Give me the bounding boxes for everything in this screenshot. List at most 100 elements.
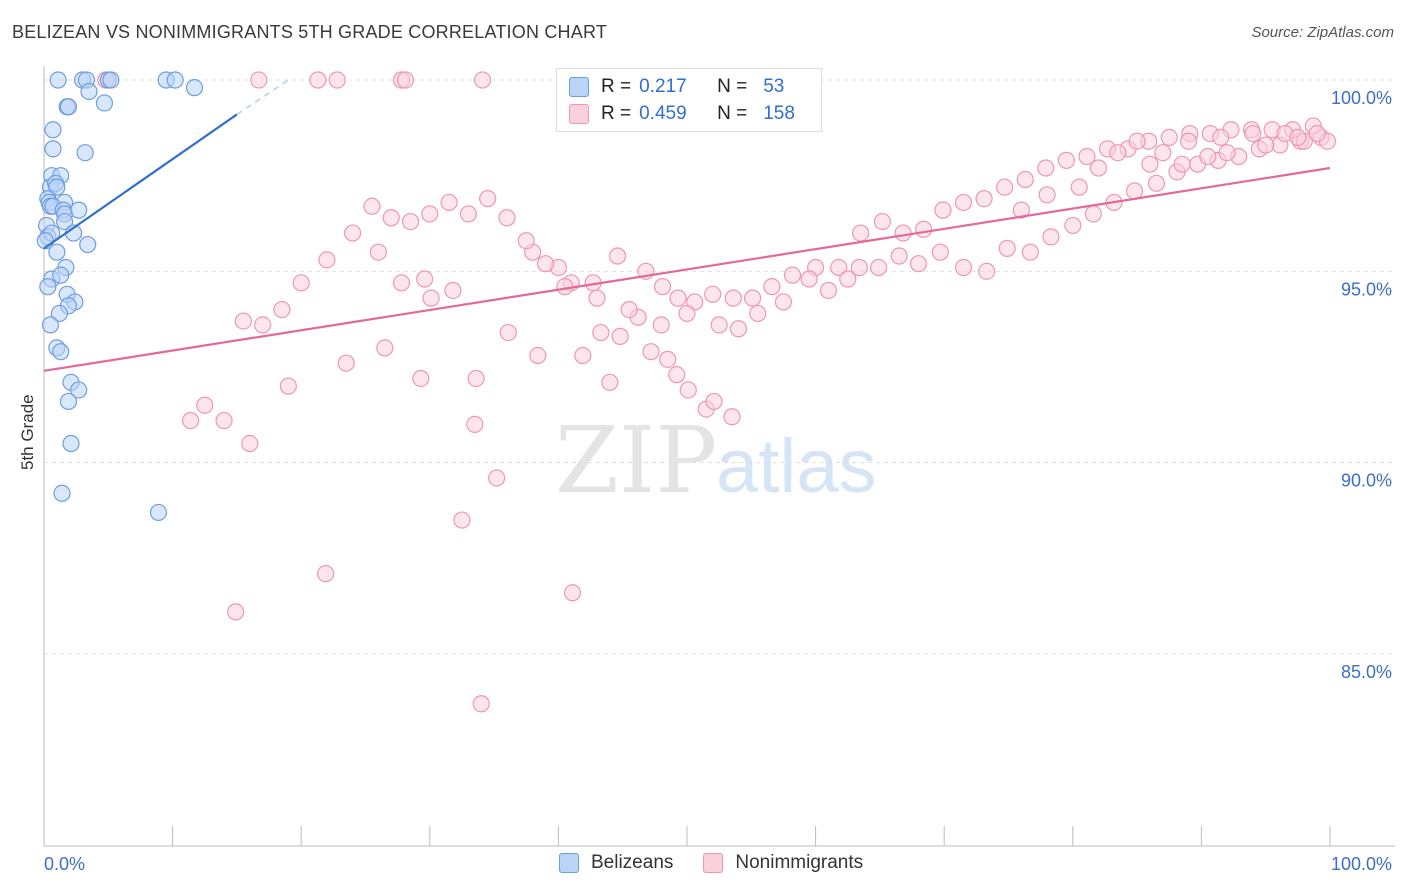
nonimmigrant-point (1057, 151, 1075, 169)
nonimmigrant-point (592, 323, 610, 342)
nonimmigrant-point (344, 224, 362, 242)
bottom-legend: Belizeans Nonimmigrants (559, 852, 893, 874)
belizean-point (59, 392, 78, 411)
belizean-point (79, 235, 97, 254)
belizean-point (44, 121, 62, 139)
nonimmigrant-point (1037, 159, 1055, 177)
nonimmigrant-point (472, 695, 490, 713)
tick-labels: 100.0% 95.0% 90.0% 85.0% 0.0% 100.0% (44, 88, 1392, 874)
nonimmigrant-point (608, 247, 627, 265)
nonimmigrant-trend-line (43, 166, 1331, 372)
nonimmigrant-point (724, 289, 742, 307)
nonimmigrant-point (723, 408, 741, 426)
nonimmigrant-point (931, 243, 949, 261)
nonimmigrant-point (978, 262, 996, 280)
nonimmigrant-point (292, 274, 310, 292)
nonimmigrant-point (934, 201, 952, 219)
belizean-point (149, 503, 168, 522)
belizeans-points (36, 71, 204, 522)
nonimmigrant-point (254, 316, 272, 334)
nonimmigrant-point (574, 346, 592, 365)
nonimmigrant-point (870, 258, 888, 277)
nonimmigrant-point (376, 339, 394, 357)
y-tick-label: 95.0% (1341, 279, 1392, 299)
nonimmigrant-point (234, 312, 252, 330)
nonimmigrant-point (729, 320, 748, 338)
nonimmigrant-point (819, 281, 838, 300)
nonimmigrant-point (669, 289, 687, 307)
nonimmigrant-point (839, 270, 857, 288)
nonimmigrant-point (652, 316, 670, 334)
nonimmigrant-point (1244, 124, 1262, 143)
nonimmigrant-point (774, 293, 793, 311)
belizean-point (59, 98, 78, 116)
nonimmigrant-point (852, 224, 870, 242)
nonimmigrant-point (915, 220, 933, 238)
nonimmigrant-point (620, 301, 638, 319)
nonimmigrant-point (529, 346, 547, 365)
nonimmigrant-point (1078, 147, 1096, 166)
nonimmigrant-point (536, 255, 555, 273)
nonimmigrant-point (704, 285, 722, 303)
nonimmigrant-point (1141, 155, 1159, 173)
legend-r-value: 0.459 (639, 103, 687, 124)
y-tick-label: 90.0% (1341, 471, 1392, 491)
bottom-legend-label: Nonimmigrants (735, 852, 864, 873)
nonimmigrant-point (488, 469, 506, 487)
belizean-point (95, 94, 114, 112)
nonimmigrant-point (369, 243, 387, 261)
y-tick-label: 100.0% (1331, 88, 1392, 108)
nonimmigrant-point (588, 289, 606, 307)
bottom-swatch-blue (559, 853, 579, 873)
legend-n-label: N = (717, 103, 748, 124)
x-tick-label: 100.0% (1331, 854, 1392, 874)
nonimmigrant-point (653, 278, 672, 296)
belizean-point (50, 304, 69, 323)
nonimmigrant-point (499, 323, 517, 342)
nonimmigrant-point (668, 366, 686, 384)
nonimmigrant-point (954, 193, 973, 212)
nonimmigrant-point (1089, 159, 1108, 177)
bottom-legend-belizeans[interactable]: Belizeans (559, 852, 673, 874)
nonimmigrant-point (954, 258, 973, 277)
nonimmigrant-point (416, 270, 434, 288)
belizean-point (70, 381, 88, 399)
y-tick-label: 85.0% (1341, 662, 1392, 682)
nonimmigrant-point (466, 415, 484, 433)
nonimmigrant-point (1199, 147, 1217, 166)
nonimmigrant-point (705, 392, 723, 411)
nonimmigrant-point (800, 270, 818, 288)
nonimmigrant-point (1257, 136, 1275, 154)
x-tick-label: 0.0% (44, 854, 85, 874)
belizean-point (39, 278, 57, 296)
belizean-point (80, 82, 98, 101)
nonimmigrant-point (611, 327, 629, 345)
bottom-legend-nonimmigrants[interactable]: Nonimmigrants (703, 852, 863, 874)
nonimmigrant-point (1160, 128, 1178, 146)
nonimmigrant-point (679, 381, 697, 399)
nonimmigrant-point (309, 71, 327, 89)
nonimmigrant-point (556, 278, 574, 296)
nonimmigrant-point (743, 289, 762, 307)
nonimmigrant-point (749, 304, 767, 323)
belizean-point (53, 484, 71, 502)
nonimmigrant-point (1289, 128, 1307, 146)
nonimmigrant-point (975, 190, 993, 208)
belizean-point (52, 343, 70, 361)
legend: R = 0.217 N = 53 R = 0.459 N = 158 (556, 68, 822, 132)
nonimmigrant-point (1064, 216, 1082, 235)
trend-lines (43, 79, 1331, 372)
belizean-point (44, 140, 62, 158)
legend-r-label: R = (601, 76, 632, 97)
nonimmigrant-point (328, 71, 346, 89)
nonimmigrant-point (1125, 182, 1144, 200)
nonimmigrant-point (318, 251, 336, 269)
nonimmigrant-point (517, 232, 535, 250)
nonimmigrant-point (642, 343, 660, 361)
source-credit: Source: ZipAtlas.com (1251, 24, 1394, 41)
nonimmigrant-point (422, 289, 440, 307)
nonimmigrant-point (1128, 132, 1146, 150)
belizean-point (41, 316, 60, 334)
bottom-legend-label: Belizeans (591, 852, 674, 873)
chart-title: BELIZEAN VS NONIMMIGRANTS 5TH GRADE CORR… (12, 22, 608, 42)
